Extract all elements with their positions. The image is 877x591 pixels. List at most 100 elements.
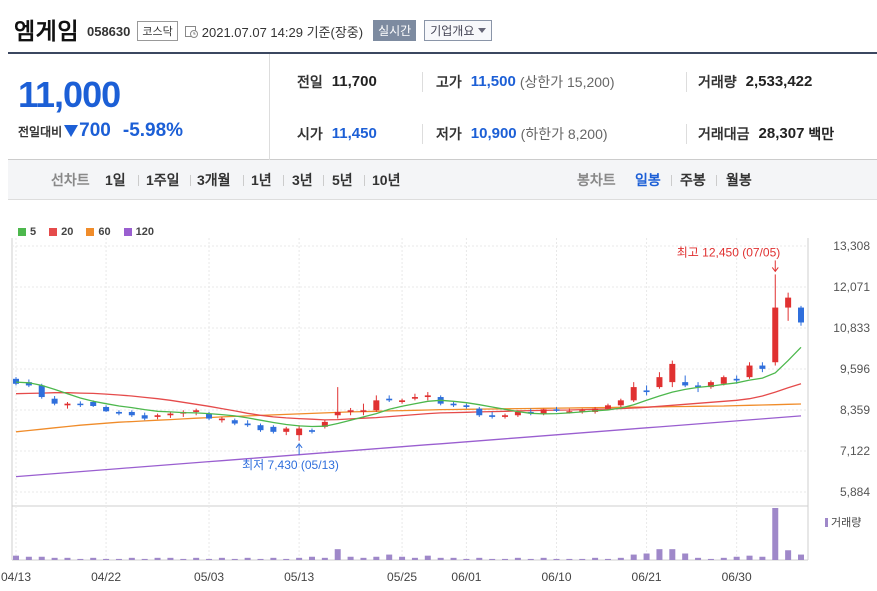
period-10y[interactable]: 10년	[372, 172, 401, 188]
volume-bar	[759, 556, 766, 560]
ma60-line	[15, 403, 802, 433]
amount-label: 거래대금	[698, 125, 750, 142]
candle-body	[411, 397, 418, 399]
change-value: 700	[79, 120, 111, 141]
candle-body	[437, 397, 444, 404]
candle-body	[450, 403, 457, 406]
candle-body	[630, 387, 637, 401]
high-label: 고가	[436, 73, 462, 90]
volume-bar	[270, 557, 277, 560]
period-3m[interactable]: 3개월	[197, 172, 231, 188]
volume-bar	[360, 557, 367, 560]
x-tick-label: 04/22	[91, 570, 121, 584]
volume-bar	[630, 554, 637, 560]
candle-body	[360, 410, 367, 412]
period-3y[interactable]: 3년	[292, 172, 313, 188]
period-1d[interactable]: 1일	[105, 172, 126, 188]
volume-bar	[579, 558, 586, 560]
ma20-line	[15, 383, 802, 421]
amount-value: 28,307	[758, 125, 805, 142]
candle-body	[617, 400, 624, 406]
candle-body	[514, 411, 521, 416]
volume-bar	[695, 557, 702, 560]
volume-bar	[411, 557, 418, 560]
candle-body	[643, 390, 650, 393]
market-badge: 코스닥	[137, 20, 178, 41]
volume-bar	[308, 556, 315, 560]
change-label: 전일대비	[18, 124, 63, 139]
open-value: 11,450	[331, 125, 377, 142]
candle-body	[746, 365, 753, 378]
candle-body	[180, 411, 187, 414]
candle-body	[244, 423, 251, 426]
candle-body	[489, 415, 496, 417]
legend-swatch	[86, 228, 95, 236]
x-tick-label: 04/13	[1, 570, 31, 584]
volume-bar	[347, 556, 354, 560]
company-overview-button[interactable]: 기업개요	[424, 20, 493, 41]
current-price-panel: 11,000 전일대비 700 -5.98%	[8, 54, 270, 160]
candle-body	[798, 307, 804, 323]
volume-bar	[257, 558, 264, 560]
volume-bar	[617, 557, 624, 560]
candle-body	[682, 382, 689, 386]
x-tick-label: 06/21	[632, 570, 662, 584]
candle-body	[308, 430, 315, 432]
volume-bar	[540, 557, 547, 560]
candle-body	[193, 410, 200, 412]
period-monthly[interactable]: 월봉	[726, 172, 752, 188]
current-price: 11,000	[18, 74, 121, 115]
period-5y[interactable]: 5년	[332, 172, 353, 188]
y-tick-label: 10,833	[833, 321, 870, 335]
candle-body	[334, 411, 341, 416]
candle-chart-label: 봉차트	[577, 172, 616, 188]
upper-limit: (상한가 15,200)	[519, 73, 615, 90]
volume-bar	[25, 556, 32, 560]
realtime-button[interactable]: 실시간	[373, 20, 417, 41]
volume-bar	[463, 558, 470, 560]
volume-bar	[502, 558, 509, 560]
open-cell: 시가 11,450	[297, 107, 377, 160]
candle-body	[77, 403, 84, 406]
ma5-line	[15, 346, 802, 428]
volume-bar	[218, 557, 225, 560]
x-tick-label: 06/01	[451, 570, 481, 584]
high-annotation: 최고 12,450 (07/05)	[677, 245, 780, 259]
volume-bar	[283, 558, 290, 560]
volume-bar	[141, 558, 148, 560]
candle-body	[399, 400, 406, 403]
volume-bar	[296, 557, 303, 560]
candle-body	[424, 395, 431, 398]
candle-body	[386, 398, 393, 401]
volume-bar	[604, 558, 611, 560]
y-tick-label: 8,359	[840, 403, 870, 417]
x-tick-label: 05/13	[284, 570, 314, 584]
chart-legend: 5 20 60 120	[18, 226, 167, 238]
change-percent: -5.98%	[122, 120, 184, 141]
candle-body	[90, 402, 97, 406]
period-1y[interactable]: 1년	[251, 172, 272, 188]
low-label: 저가	[436, 125, 462, 142]
volume-bar	[373, 556, 380, 560]
legend-ma120[interactable]: 120	[123, 226, 154, 238]
candle-body	[218, 418, 225, 421]
legend-ma60[interactable]: 60	[86, 226, 111, 238]
candle-body	[772, 307, 779, 363]
quote-box: 11,000 전일대비 700 -5.98% 전일 11,700 고가 11,5…	[8, 52, 877, 160]
volume-bar	[13, 555, 19, 560]
high-value: 11,500	[470, 73, 516, 90]
y-tick-label: 12,071	[833, 280, 870, 294]
volume-bar	[77, 558, 84, 560]
period-1w[interactable]: 1주일	[146, 172, 180, 188]
change-row: 전일대비 700 -5.98%	[18, 120, 183, 142]
candle-body	[347, 410, 354, 412]
volume-bar	[798, 554, 804, 560]
volume-bar	[553, 558, 560, 560]
period-daily[interactable]: 일봉	[635, 172, 661, 188]
legend-ma20[interactable]: 20	[49, 226, 73, 238]
legend-ma5[interactable]: 5	[18, 226, 36, 238]
candle-body	[720, 377, 727, 384]
period-weekly[interactable]: 주봉	[680, 172, 706, 188]
volume-bar	[244, 557, 251, 560]
volume-bar	[527, 558, 534, 560]
